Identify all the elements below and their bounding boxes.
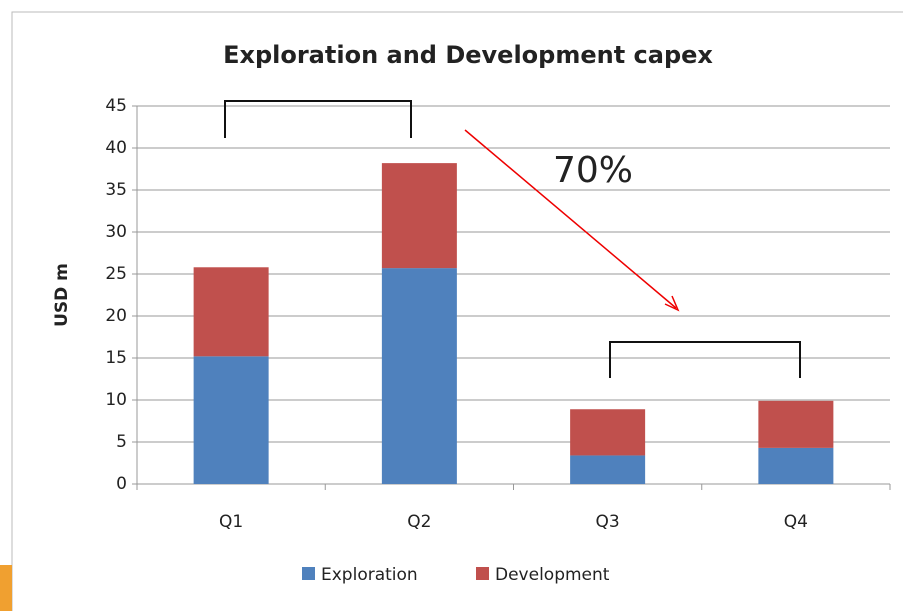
- y-axis-label: USD m: [52, 263, 72, 327]
- y-tick-label: 35: [105, 180, 127, 200]
- legend-label: Development: [495, 565, 610, 585]
- y-tick-label: 45: [105, 96, 127, 116]
- slide-accent: [0, 565, 12, 611]
- chart-frame: [11, 11, 903, 611]
- x-tick-label: Q1: [219, 512, 243, 532]
- x-tick-label: Q3: [596, 512, 620, 532]
- y-tick-label: 5: [116, 432, 127, 452]
- y-tick-label: 15: [105, 348, 127, 368]
- bar-segment: [381, 163, 457, 269]
- y-tick-label: 40: [105, 138, 127, 158]
- x-tick-label: Q4: [784, 512, 808, 532]
- y-tick-label: 30: [105, 222, 127, 242]
- y-tick-label: 20: [105, 306, 127, 326]
- arrow-line: [464, 129, 677, 309]
- x-tick-label: Q2: [407, 512, 431, 532]
- annotation: 70%: [553, 150, 633, 191]
- plot-area: 0 5 10 15 20 25 30 35 40 45 Q1 Q2 Q3 Q4 Exploration Dev…: [105, 96, 891, 585]
- bracket: [224, 100, 412, 138]
- bar-segment: [758, 400, 834, 448]
- legend-label: Exploration: [321, 565, 418, 585]
- bar-segment: [758, 447, 834, 484]
- bar-segment: [381, 268, 457, 484]
- legend-swatch: [476, 567, 489, 580]
- arrow-head: [664, 295, 680, 312]
- y-tick-label: 10: [105, 390, 127, 410]
- y-tick-label: 25: [105, 264, 127, 284]
- legend-swatch: [302, 567, 315, 580]
- bar-segment: [570, 455, 646, 484]
- chart-title: Exploration and Development capex: [223, 41, 713, 69]
- y-tick-label: 0: [116, 474, 127, 494]
- bar-segment: [193, 356, 269, 484]
- bar-segment: [193, 267, 269, 357]
- bracket: [609, 341, 801, 378]
- bar-segment: [570, 409, 646, 456]
